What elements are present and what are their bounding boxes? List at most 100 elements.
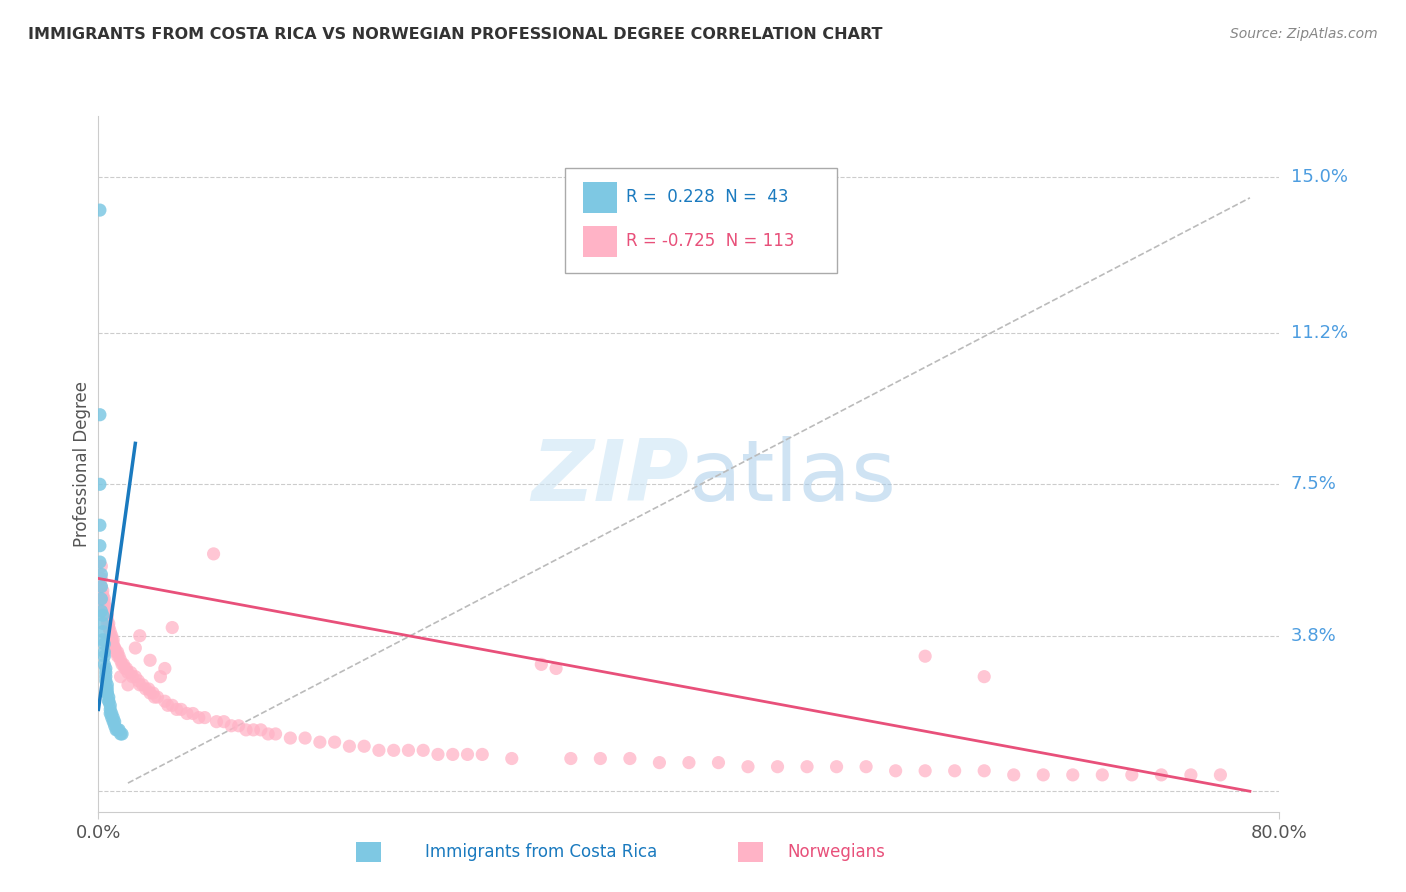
Point	[855, 760, 877, 774]
Point	[91, 616, 114, 631]
Point	[93, 657, 115, 672]
Point	[146, 690, 169, 705]
Text: 15.0%: 15.0%	[1291, 169, 1347, 186]
Point	[117, 678, 139, 692]
Point	[456, 747, 478, 762]
Point	[737, 760, 759, 774]
Point	[766, 760, 789, 774]
Point	[100, 629, 122, 643]
Point	[89, 539, 111, 553]
Text: Immigrants from Costa Rica: Immigrants from Costa Rica	[425, 843, 658, 861]
Point	[98, 702, 121, 716]
Point	[100, 710, 122, 724]
Point	[170, 702, 193, 716]
Point	[98, 698, 121, 713]
Point	[108, 723, 131, 737]
Point	[120, 665, 142, 680]
Point	[205, 714, 228, 729]
Point	[112, 657, 135, 672]
Point	[104, 719, 127, 733]
Text: 11.2%: 11.2%	[1291, 324, 1348, 342]
Point	[441, 747, 464, 762]
Point	[678, 756, 700, 770]
Point	[91, 583, 114, 598]
Text: R = -0.725  N = 113: R = -0.725 N = 113	[626, 232, 794, 250]
Point	[98, 624, 121, 639]
Point	[544, 661, 567, 675]
Point	[97, 690, 120, 705]
Point	[153, 694, 176, 708]
Point	[501, 751, 523, 765]
Point	[97, 694, 120, 708]
Point	[427, 747, 450, 762]
Point	[142, 686, 165, 700]
Point	[93, 591, 115, 606]
Point	[589, 751, 612, 765]
Point	[128, 629, 150, 643]
Point	[228, 719, 250, 733]
Point	[93, 645, 115, 659]
Text: ZIP: ZIP	[531, 436, 689, 519]
Point	[94, 604, 117, 618]
Point	[107, 723, 129, 737]
Point	[97, 694, 120, 708]
Point	[103, 710, 125, 724]
FancyBboxPatch shape	[565, 169, 837, 273]
Point	[97, 616, 120, 631]
Point	[93, 596, 115, 610]
Point	[89, 555, 111, 569]
Point	[94, 600, 117, 615]
Point	[412, 743, 434, 757]
Point	[825, 760, 848, 774]
Point	[90, 591, 112, 606]
Point	[943, 764, 966, 778]
Point	[104, 640, 127, 655]
Point	[111, 727, 134, 741]
Point	[138, 681, 160, 696]
FancyBboxPatch shape	[582, 226, 617, 257]
Text: IMMIGRANTS FROM COSTA RICA VS NORWEGIAN PROFESSIONAL DEGREE CORRELATION CHART: IMMIGRANTS FROM COSTA RICA VS NORWEGIAN …	[28, 27, 883, 42]
Point	[98, 706, 121, 721]
Point	[212, 714, 235, 729]
Y-axis label: Professional Degree: Professional Degree	[73, 381, 91, 547]
FancyBboxPatch shape	[582, 182, 617, 212]
Point	[257, 727, 280, 741]
Point	[278, 731, 302, 745]
Point	[135, 681, 157, 696]
Point	[162, 698, 183, 713]
Point	[1032, 768, 1054, 782]
Point	[337, 739, 360, 754]
Point	[132, 678, 155, 692]
Point	[90, 580, 112, 594]
Point	[323, 735, 346, 749]
Point	[235, 723, 257, 737]
Point	[181, 706, 204, 721]
Point	[202, 547, 225, 561]
Point	[90, 580, 112, 594]
Point	[89, 203, 111, 218]
Point	[90, 571, 112, 585]
Point	[353, 739, 375, 754]
Point	[103, 637, 125, 651]
Point	[91, 588, 114, 602]
Point	[91, 608, 114, 623]
Text: 3.8%: 3.8%	[1291, 627, 1336, 645]
Point	[153, 661, 176, 675]
Point	[90, 567, 112, 582]
Point	[1091, 768, 1114, 782]
Point	[139, 686, 162, 700]
Point	[1180, 768, 1202, 782]
Point	[103, 714, 125, 729]
Point	[294, 731, 316, 745]
Point	[107, 645, 129, 659]
Point	[1002, 768, 1025, 782]
Point	[104, 714, 127, 729]
Point	[219, 719, 242, 733]
Text: Norwegians: Norwegians	[787, 843, 886, 861]
Point	[100, 706, 122, 721]
Point	[89, 408, 111, 422]
Point	[94, 608, 117, 623]
Point	[94, 665, 117, 680]
Point	[105, 723, 128, 737]
Point	[162, 621, 183, 635]
